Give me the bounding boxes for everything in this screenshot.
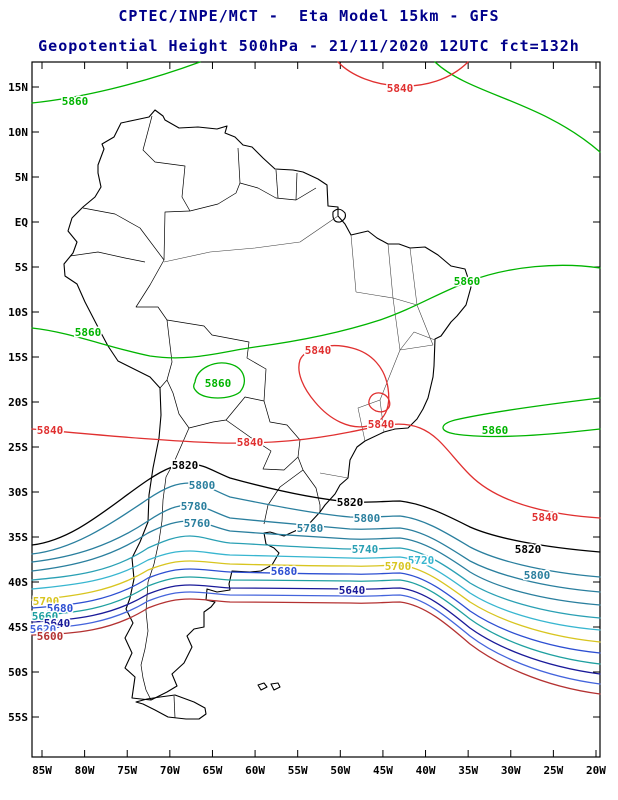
contour-label-5600: 5600 [37, 630, 64, 643]
contour-5840-blob [298, 345, 390, 428]
lon-label-45W: 45W [373, 764, 393, 777]
contour-label-5860: 5860 [205, 377, 232, 390]
lon-label-30W: 30W [501, 764, 521, 777]
contour-5640-band [31, 584, 601, 675]
lat-label-5S: 5S [15, 261, 28, 274]
contour-label-5840: 5840 [387, 82, 414, 95]
lat-label-25S: 25S [8, 441, 28, 454]
contour-label-5860: 5860 [62, 95, 89, 108]
lon-label-55W: 55W [288, 764, 308, 777]
lat-label-30S: 30S [8, 486, 28, 499]
contour-label-5660: 5660 [32, 610, 59, 623]
lon-label-20W: 20W [586, 764, 606, 777]
contour-5680-band [31, 568, 601, 654]
contour-5840-main [31, 423, 601, 519]
tierra-del-fuego-coast [135, 694, 207, 720]
contour-label-5860: 5860 [482, 424, 509, 437]
contour-5700-band [31, 560, 601, 643]
contour-5740-band [31, 535, 601, 619]
lon-label-50W: 50W [330, 764, 350, 777]
title-line-2: Geopotential Height 500hPa - 21/11/2020 … [38, 37, 580, 55]
lat-label-EQ: EQ [15, 216, 29, 229]
contour-5860-mid [31, 264, 601, 359]
lat-label-5N: 5N [15, 171, 28, 184]
lat-label-55S: 55S [8, 711, 28, 724]
contour-5600-band [31, 598, 601, 695]
contour-label-5860: 5860 [75, 326, 102, 339]
contour-label-5800: 5800 [354, 512, 381, 525]
lat-label-10S: 10S [8, 306, 28, 319]
lon-label-25W: 25W [543, 764, 563, 777]
marajo-island [332, 208, 346, 223]
contour-5620-band [31, 591, 601, 685]
contour-label-5800: 5800 [189, 479, 216, 492]
lon-label-75W: 75W [117, 764, 137, 777]
contour-label-5700: 5700 [385, 560, 412, 573]
south-america-coast [63, 109, 472, 701]
lat-label-15N: 15N [8, 81, 28, 94]
contour-5860-top-left [31, 61, 201, 104]
lat-label-15S: 15S [8, 351, 28, 364]
contour-5780-band [31, 504, 601, 593]
contour-label-5840: 5840 [305, 344, 332, 357]
lat-label-40S: 40S [8, 576, 28, 589]
contour-label-5680: 5680 [47, 602, 74, 615]
lat-label-45S: 45S [8, 621, 28, 634]
contour-label-5640: 5640 [339, 584, 366, 597]
contour-label-5820: 5820 [172, 459, 199, 472]
contour-label-5740: 5740 [352, 543, 379, 556]
contour-label-5820: 5820 [515, 543, 542, 556]
coastline [63, 109, 472, 720]
lon-label-60W: 60W [245, 764, 265, 777]
state-borders [163, 215, 436, 479]
contour-label-5700: 5700 [33, 595, 60, 608]
lat-label-20S: 20S [8, 396, 28, 409]
axis-labels: 15N 10N 5N EQ 5S 10S 15S 20S 25S 30S 35S 40S 45S 50S 5… [8, 81, 606, 777]
lat-label-35S: 35S [8, 531, 28, 544]
contour-5840-inner-loop [368, 392, 391, 413]
contour-label-5760: 5760 [184, 517, 211, 530]
contour-label-5780: 5780 [181, 500, 208, 513]
contour-label-5620: 5620 [30, 623, 57, 636]
contour-label-5640: 5640 [44, 617, 71, 630]
contour-5860-top-right [434, 61, 601, 153]
lon-label-85W: 85W [32, 764, 52, 777]
contour-label-5680: 5680 [271, 565, 298, 578]
contour-label-5720: 5720 [408, 554, 435, 567]
contour-label-5840: 5840 [37, 424, 64, 437]
contour-5860-bolivia-loop [193, 362, 245, 399]
contour-5860-right-hook [442, 397, 601, 438]
contour-5720-band [31, 550, 601, 631]
lat-label-50S: 50S [8, 666, 28, 679]
contour-label-5800: 5800 [524, 569, 551, 582]
contour-label-5840: 5840 [368, 418, 395, 431]
map-frame [31, 61, 601, 758]
contour-5800-band [31, 482, 601, 578]
contour-label-5780: 5780 [297, 522, 324, 535]
contour-label-5860: 5860 [454, 275, 481, 288]
contour-5840-top [337, 61, 469, 87]
contours [31, 61, 601, 695]
contour-5760-band [31, 520, 601, 606]
lon-label-70W: 70W [160, 764, 180, 777]
falkland-islands [257, 682, 281, 691]
contour-5820-band [31, 463, 601, 553]
lon-label-35W: 35W [458, 764, 478, 777]
tick-marks [32, 62, 600, 757]
country-borders [69, 115, 321, 719]
lat-label-10N: 10N [8, 126, 28, 139]
contour-label-5840: 5840 [532, 511, 559, 524]
contour-label-5820: 5820 [337, 496, 364, 509]
lon-label-80W: 80W [75, 764, 95, 777]
contour-5660-band [31, 576, 601, 665]
title-line-1: CPTEC/INPE/MCT - Eta Model 15km - GFS [118, 7, 500, 25]
contour-labels: 5860 5840 5860 5860 5860 5840 5840 5840 5840 5860… [28, 81, 560, 645]
lon-label-40W: 40W [416, 764, 436, 777]
lon-label-65W: 65W [203, 764, 223, 777]
contour-label-5840: 5840 [237, 436, 264, 449]
